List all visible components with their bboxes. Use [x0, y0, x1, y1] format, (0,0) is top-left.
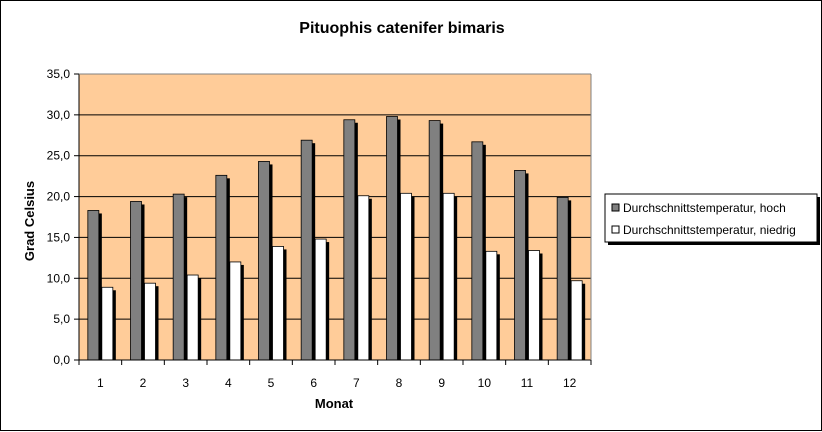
legend-label: Durchschnittstemperatur, niedrig — [623, 223, 796, 237]
x-tick-label: 9 — [438, 376, 445, 390]
x-tick-label: 7 — [353, 376, 360, 390]
bar-low — [570, 280, 583, 361]
bar-low — [442, 192, 455, 361]
bar-low — [186, 274, 199, 361]
x-tick-label: 10 — [478, 376, 492, 390]
bar-low — [101, 286, 114, 361]
bar-low — [357, 195, 370, 361]
x-tick-label: 4 — [225, 376, 232, 390]
bar-high — [386, 116, 398, 361]
legend-swatch — [611, 225, 620, 234]
bar-high — [428, 120, 441, 361]
legend: Durchschnittstemperatur, hoch Durchschnit… — [604, 193, 820, 245]
bar-high — [556, 196, 569, 361]
y-tick-label: 15,0 — [47, 230, 71, 244]
y-axis-title: Grad Celsius — [22, 181, 37, 261]
plot-area — [79, 74, 591, 360]
x-tick-label: 1 — [97, 376, 104, 390]
chart-title: Pituophis catenifer bimaris — [299, 20, 504, 37]
bar-high — [471, 141, 484, 361]
x-axis-title: Monat — [315, 396, 354, 411]
x-tick-label: 11 — [521, 376, 534, 390]
bar-high — [300, 139, 313, 361]
x-tick-label: 3 — [182, 376, 189, 390]
y-tick-label: 25,0 — [47, 149, 71, 163]
bar-high — [172, 193, 185, 361]
y-tick-label: 5,0 — [53, 312, 70, 326]
bar-low — [314, 238, 327, 361]
y-tick-label: 20,0 — [47, 190, 71, 204]
bar-low — [485, 250, 498, 361]
x-tick-label: 2 — [140, 376, 147, 390]
legend-label: Durchschnittstemperatur, hoch — [623, 201, 786, 215]
y-tick-label: 35,0 — [47, 67, 71, 81]
y-tick-label: 10,0 — [47, 271, 71, 285]
bar-high — [514, 170, 526, 361]
legend-swatch — [611, 203, 620, 212]
x-tick-label: 6 — [310, 376, 317, 390]
x-tick-label: 5 — [268, 376, 275, 390]
y-tick-label: 0,0 — [53, 353, 70, 367]
bar-high — [258, 161, 270, 361]
bar-low — [144, 282, 156, 361]
legend-box — [604, 193, 818, 243]
bar-low — [400, 192, 412, 361]
x-tick-label: 8 — [396, 376, 403, 390]
x-tick-label: 12 — [563, 376, 577, 390]
bar-high — [130, 201, 142, 361]
bar-high — [215, 174, 228, 361]
bar-low — [229, 261, 242, 361]
y-tick-label: 30,0 — [47, 108, 71, 122]
bar-low — [272, 246, 284, 361]
bar-high — [87, 210, 100, 361]
bar-high — [343, 119, 356, 361]
bar-low — [528, 250, 540, 361]
